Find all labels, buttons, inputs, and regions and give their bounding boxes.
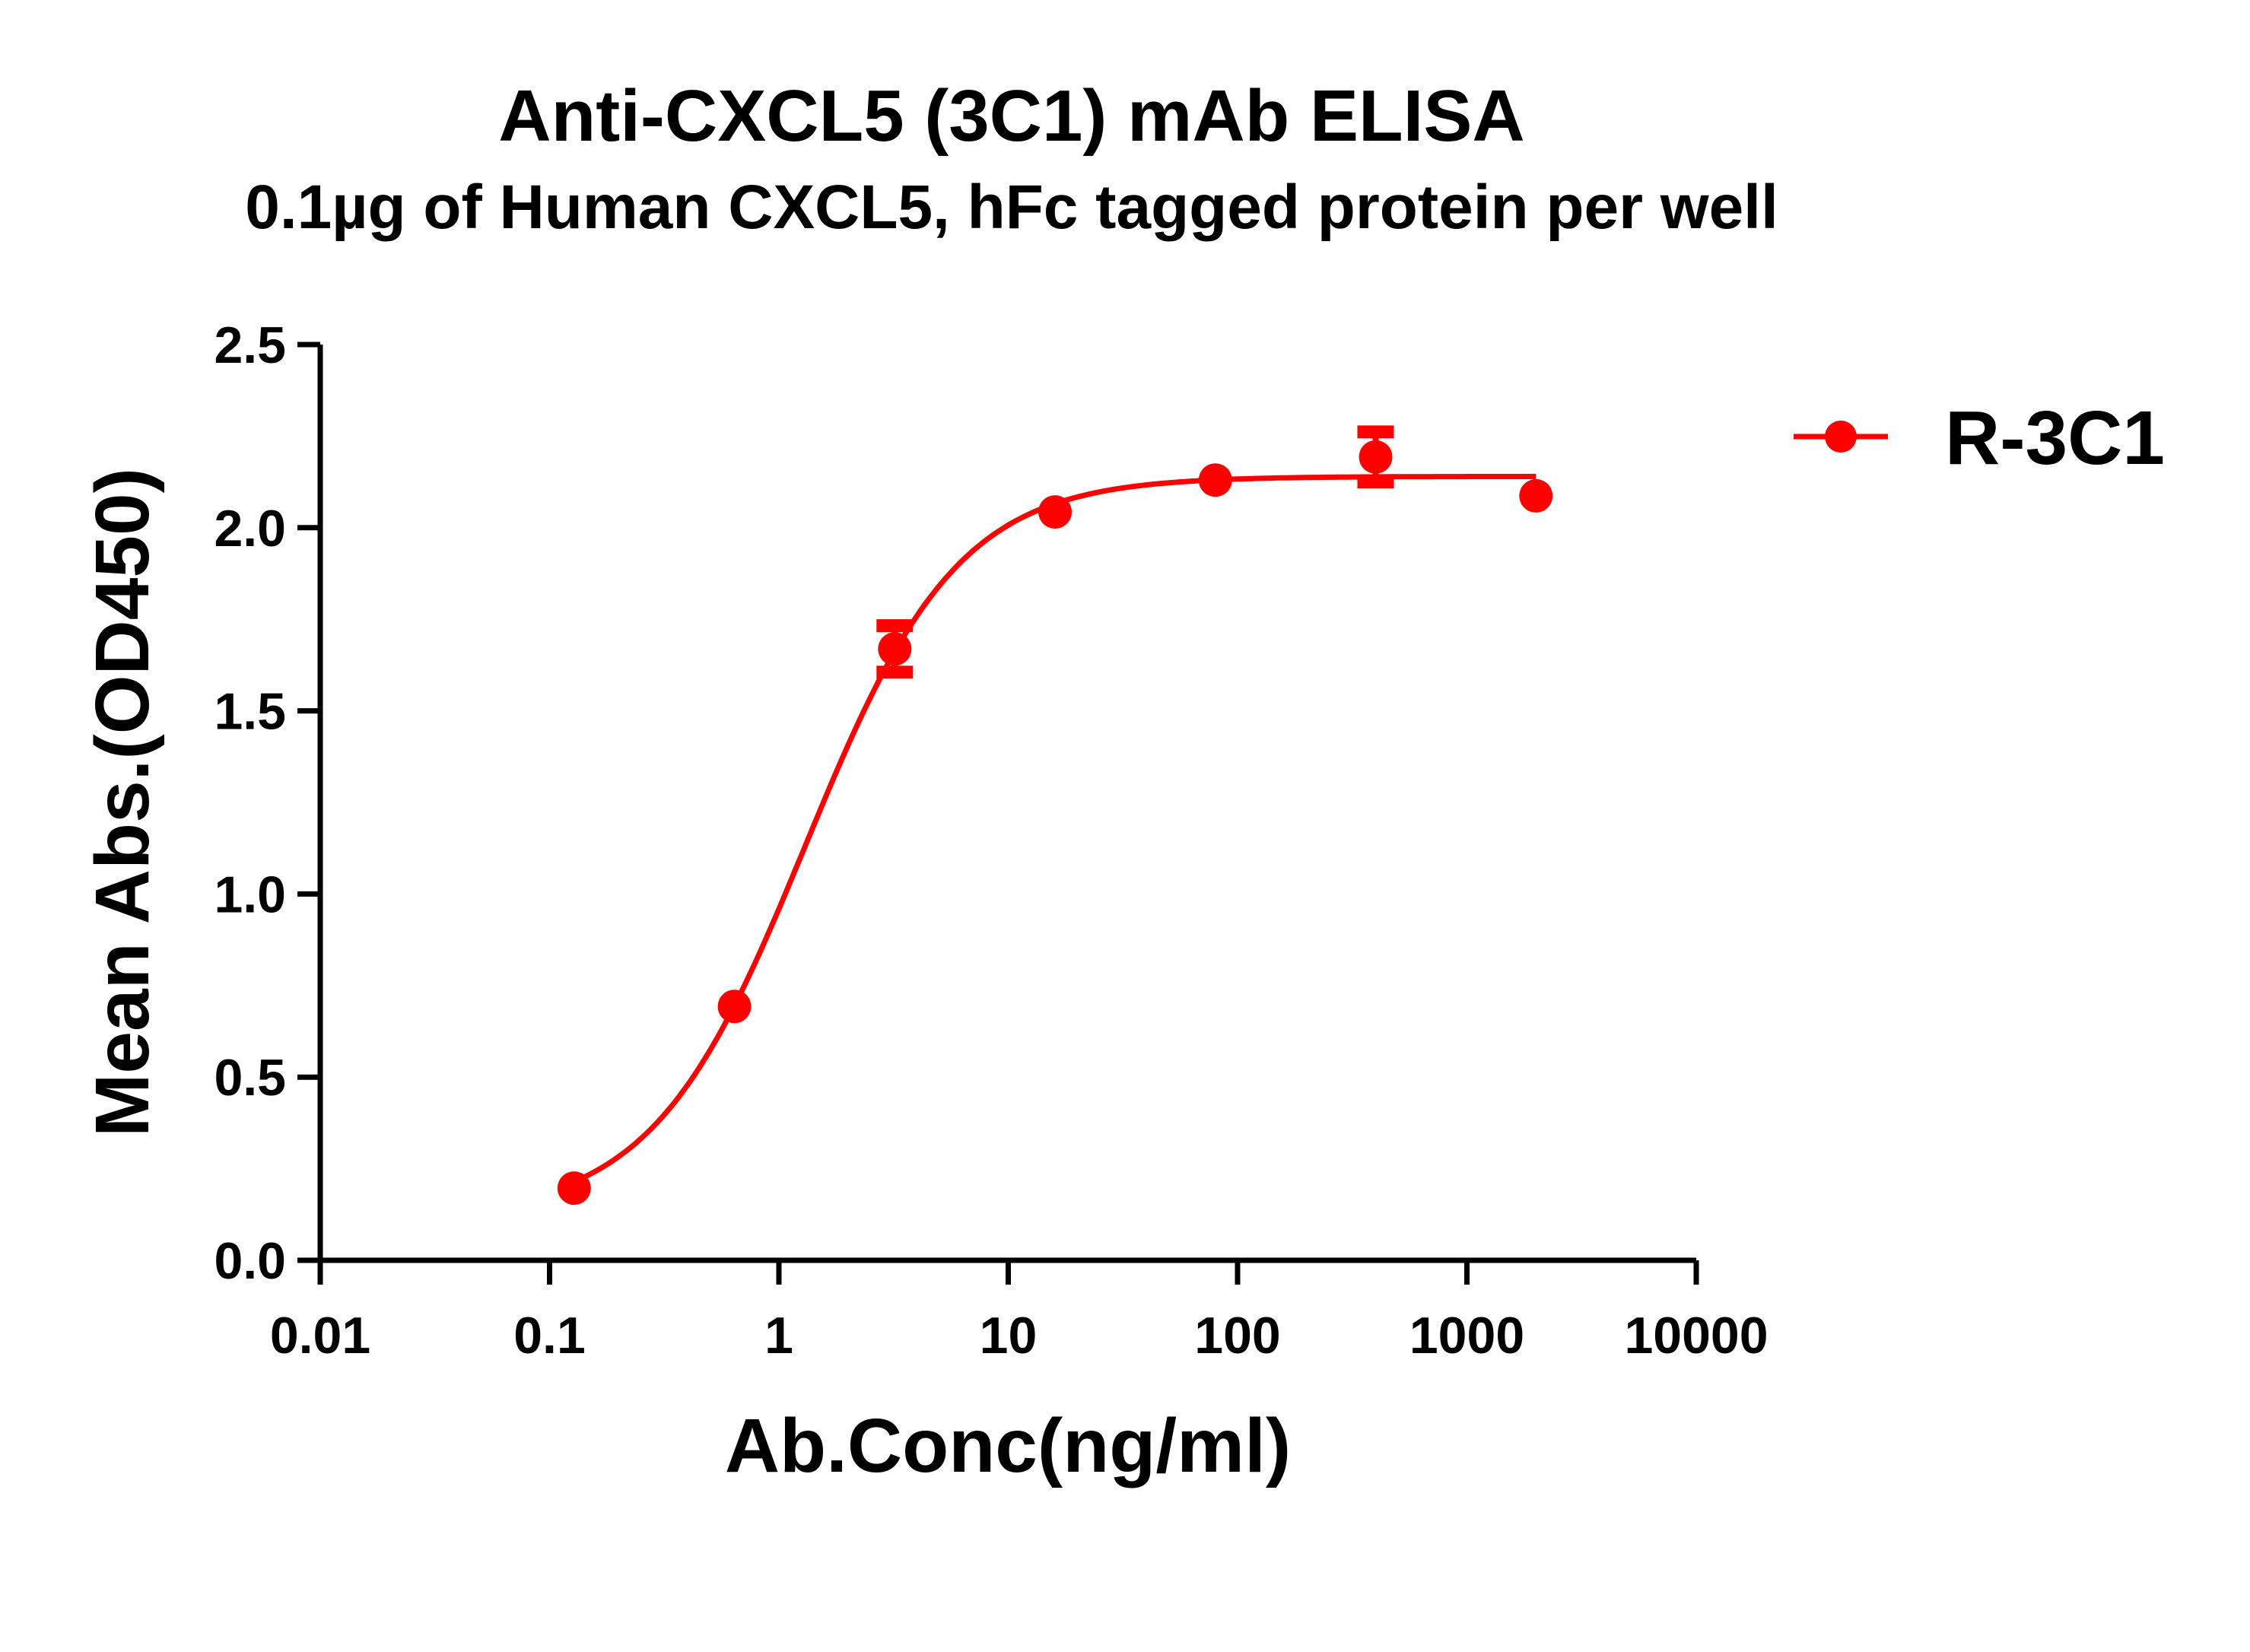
x-tick-label: 10000 — [1624, 1307, 1768, 1364]
fit-curve — [573, 473, 1537, 1184]
y-tick-label: 0.5 — [214, 1049, 286, 1107]
x-axis-label: Ab.Conc(ng/ml) — [725, 1403, 1291, 1488]
data-point — [1519, 478, 1553, 513]
legend-label: R-3C1 — [1945, 396, 2165, 481]
x-tick-label: 0.01 — [270, 1307, 370, 1364]
data-point — [1038, 495, 1073, 529]
data-point — [557, 1171, 591, 1206]
x-tick-label: 0.1 — [513, 1307, 586, 1364]
y-tick-label: 1.0 — [214, 866, 286, 923]
axes: 0.0 0.5 1.0 1.5 2.0 2.5 0.01 0.1 1 10 100 1000 10000 — [214, 316, 1768, 1364]
y-tick-label: 2.5 — [214, 316, 286, 374]
chart-subtitle: 0.1µg of Human CXCL5, hFc tagged protein… — [245, 173, 1778, 242]
y-tick-label: 2.0 — [214, 500, 286, 558]
data-points — [557, 425, 1553, 1206]
legend: R-3C1 — [1794, 396, 2165, 481]
fit-curve-group — [573, 473, 1537, 1184]
y-tick-label: 1.5 — [214, 683, 286, 741]
legend-marker — [1825, 421, 1857, 453]
data-point — [1198, 463, 1232, 497]
chart-title: Anti-CXCL5 (3C1) mAb ELISA — [498, 75, 1524, 157]
data-point — [717, 990, 752, 1024]
data-point — [878, 632, 912, 666]
x-tick-label: 1 — [764, 1307, 793, 1364]
x-tick-label: 1000 — [1409, 1307, 1524, 1364]
x-tick-label: 100 — [1194, 1307, 1280, 1364]
data-point — [1359, 440, 1393, 474]
x-tick-label: 10 — [980, 1307, 1038, 1364]
y-tick-label: 0.0 — [214, 1232, 286, 1290]
y-axis-label: Mean Abs.(OD450) — [80, 468, 165, 1137]
